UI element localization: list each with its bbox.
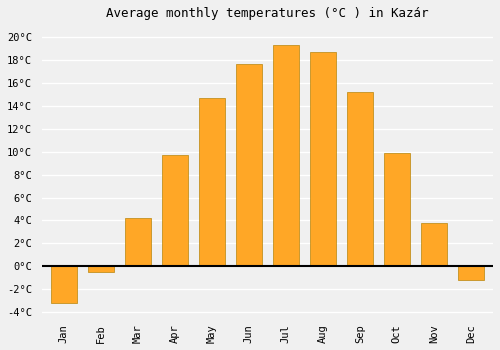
Bar: [125, 218, 151, 266]
Bar: [236, 64, 262, 266]
Title: Average monthly temperatures (°C ) in Kazár: Average monthly temperatures (°C ) in Ka…: [106, 7, 428, 20]
Bar: [458, 266, 484, 280]
Bar: [88, 266, 114, 272]
Bar: [162, 155, 188, 266]
Bar: [199, 98, 225, 266]
Bar: [51, 266, 77, 303]
Bar: [384, 153, 410, 266]
Bar: [310, 52, 336, 266]
Bar: [273, 45, 299, 266]
Bar: [421, 223, 447, 266]
Bar: [347, 92, 373, 266]
